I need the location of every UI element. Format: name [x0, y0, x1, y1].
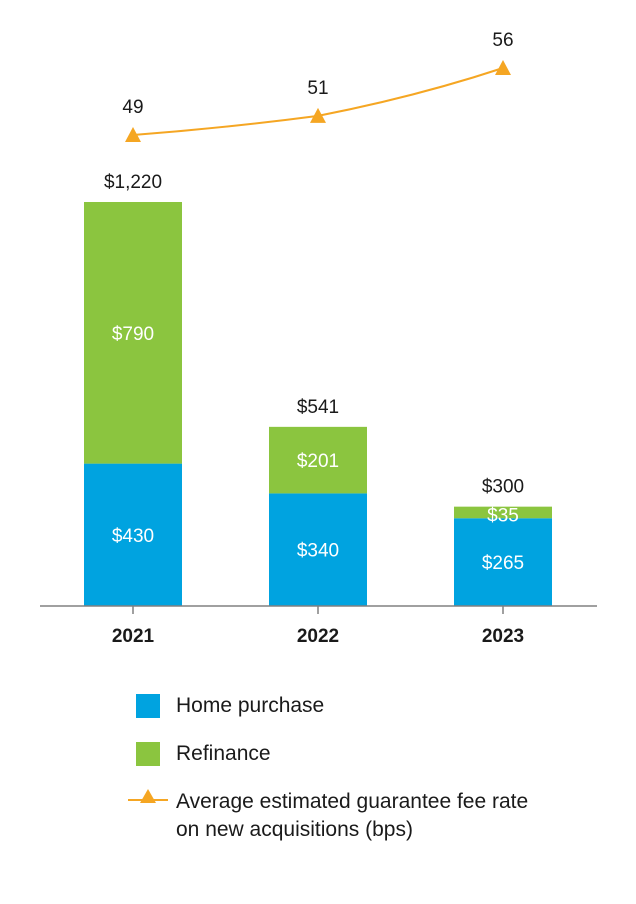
legend-label-home-purchase: Home purchase: [176, 694, 325, 717]
x-tick-label-2022: 2022: [297, 626, 339, 647]
legend-item-home-purchase: Home purchase: [128, 690, 548, 738]
fee-rate-marker-2023: [495, 60, 511, 76]
bar-home-purchase-2023: [454, 518, 552, 606]
refinance-swatch: [136, 742, 160, 766]
fee-rate-marker-2021: [125, 127, 141, 142]
legend-label-fee-rate-line1: Average estimated guarantee fee rate: [176, 790, 529, 813]
label-total-2023: $300: [482, 477, 524, 498]
fee-rate-marker-2022: [310, 107, 326, 123]
home-purchase-swatch: [136, 694, 160, 718]
bar-refinance-2022: [269, 426, 367, 494]
label-total-2022: $541: [297, 397, 339, 418]
legend-item-refinance: Refinance: [128, 738, 548, 786]
label-home-purchase-2021: $430: [112, 526, 154, 547]
x-tick-label-2023: 2023: [482, 626, 524, 647]
label-refinance-2023: $35: [487, 505, 519, 526]
legend-label-fee-rate: Average estimated guarantee fee rate on …: [176, 788, 528, 844]
label-home-purchase-2022: $340: [297, 541, 339, 562]
x-tick-label-2021: 2021: [112, 626, 155, 647]
fee-rate-label-2021: 49: [122, 97, 143, 118]
label-total-2021: $1,220: [104, 172, 162, 193]
legend-label-refinance: Refinance: [176, 742, 271, 765]
legend-label-fee-rate-line2: on new acquisitions (bps): [176, 818, 413, 841]
label-home-purchase-2023: $265: [482, 553, 524, 574]
stacked-bar-chart: $430 $790 $1,220 2021 $340 $201 $541 2022 $265 $3…: [40, 30, 597, 647]
bar-home-purchase-2022: [269, 493, 367, 606]
bar-refinance-2021: [84, 202, 182, 464]
bar-refinance-2023: [454, 506, 552, 519]
label-refinance-2022: $201: [297, 451, 339, 472]
bar-home-purchase-2021: [84, 463, 182, 606]
fee-rate-label-2022: 51: [307, 78, 328, 99]
triangle-marker-icon: [140, 789, 156, 803]
chart-legend: Home purchase Refinance Average estimate…: [128, 690, 548, 846]
fee-rate-label-2023: 56: [492, 30, 513, 51]
legend-item-fee-rate: Average estimated guarantee fee rate on …: [128, 786, 548, 846]
label-refinance-2021: $790: [112, 324, 154, 345]
